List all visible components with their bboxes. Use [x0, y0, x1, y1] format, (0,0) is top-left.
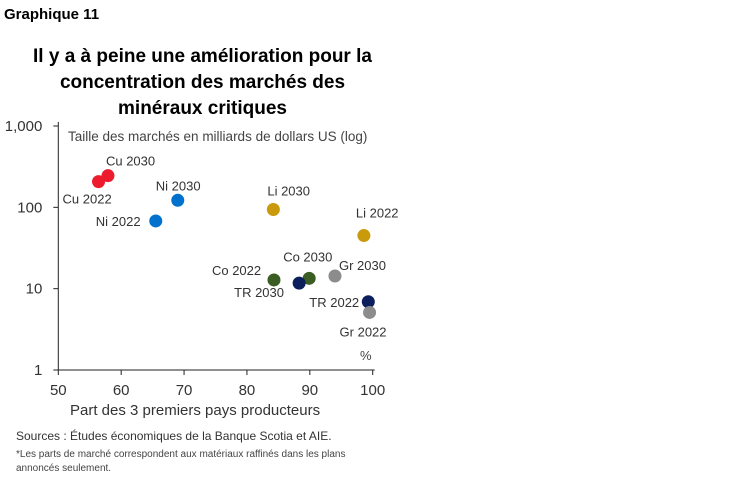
point-label: TR 2022: [309, 295, 359, 310]
footnote: *Les parts de marché correspondent aux m…: [16, 449, 346, 474]
y-axis-label: Taille des marchés en milliards de dolla…: [68, 129, 367, 144]
point-label: Co 2030: [283, 249, 332, 264]
data-point-tr-2022: [361, 295, 375, 309]
sources-text: Sources : Études économiques de la Banqu…: [16, 429, 332, 443]
data-point-gr-2030: [328, 269, 342, 283]
x-axis-label: Part des 3 premiers pays producteurs: [70, 402, 320, 419]
point-label: Ni 2030: [156, 178, 201, 193]
x-tick-label: 100: [360, 382, 385, 399]
point-label: Cu 2022: [63, 192, 112, 207]
data-point-cu-2030: [101, 169, 115, 183]
point-label: TR 2030: [234, 285, 284, 300]
point-label: Li 2022: [356, 206, 399, 221]
data-point-li-2030: [266, 203, 280, 217]
data-points: Cu 2022 Cu 2030 Ni 2022 Ni 2030 Li 2030 Li 20…: [63, 154, 399, 340]
x-tick-label: 60: [113, 382, 130, 399]
x-tick-label: 50: [50, 382, 67, 399]
chart-title: Il y a à peine une amélioration pour la …: [33, 46, 372, 119]
data-point-co-2030: [302, 271, 316, 285]
point-label: Gr 2022: [340, 324, 387, 339]
point-label: Co 2022: [212, 263, 261, 278]
data-point-tr-2030: [292, 276, 306, 290]
data-point-co-2022: [267, 273, 281, 287]
point-label: Li 2030: [267, 184, 310, 199]
x-unit-label: %: [360, 348, 372, 363]
data-point-ni-2030: [171, 193, 185, 207]
data-point-cu-2022: [92, 175, 106, 189]
point-label: Cu 2030: [106, 154, 155, 169]
y-tick-label: 100: [17, 199, 42, 216]
x-tick-label: 80: [239, 382, 256, 399]
data-point-gr-2022: [363, 305, 377, 319]
y-tick-label: 1,000: [5, 118, 43, 135]
point-label: Gr 2030: [339, 258, 386, 273]
data-point-li-2022: [357, 229, 371, 243]
graph-number: Graphique 11: [4, 6, 100, 23]
point-label: Ni 2022: [96, 214, 141, 229]
y-tick-label: 10: [26, 281, 43, 298]
data-point-ni-2022: [149, 214, 163, 228]
y-tick-label: 1: [34, 362, 42, 379]
x-tick-label: 70: [176, 382, 193, 399]
x-tick-label: 90: [301, 382, 318, 399]
